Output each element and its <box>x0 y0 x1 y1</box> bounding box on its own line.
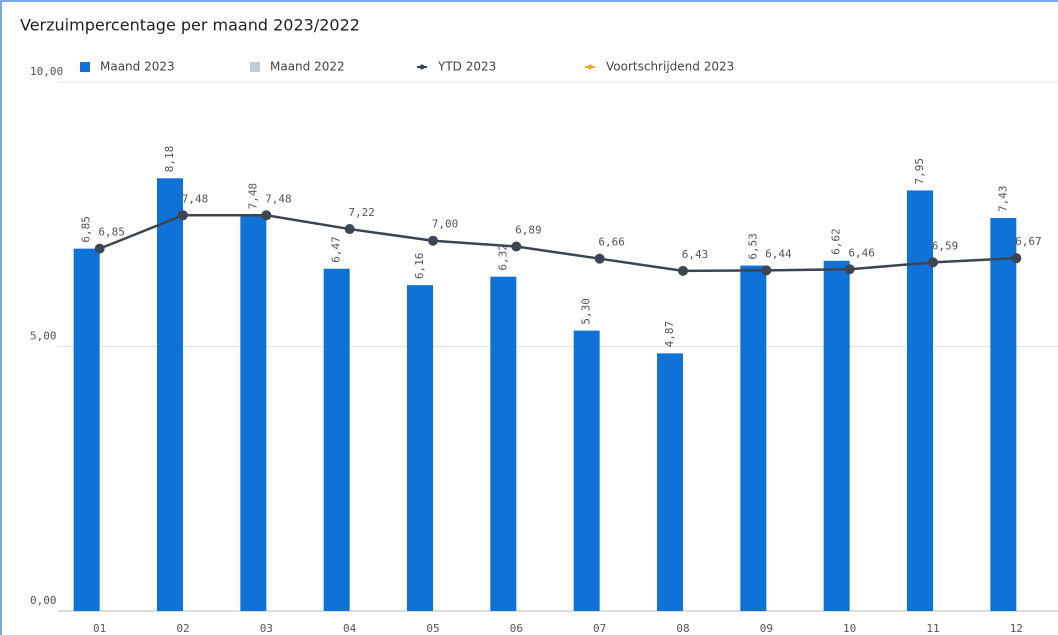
legend-label: Maand 2023 <box>100 60 175 74</box>
chart-title: Verzuimpercentage per maand 2023/2022 <box>20 16 360 35</box>
data-label: 6,43 <box>682 248 709 261</box>
line-point <box>761 265 772 276</box>
data-label: 6,16 <box>413 253 426 280</box>
data-label: 6,44 <box>765 247 792 260</box>
data-label: 6,66 <box>598 236 625 249</box>
x-tick-label: 09 <box>760 622 773 635</box>
line-point <box>344 224 355 235</box>
x-tick-label: 05 <box>426 622 439 635</box>
bar <box>240 215 267 612</box>
legend-swatch <box>419 64 425 70</box>
data-label: 6,89 <box>515 224 542 237</box>
bar <box>740 265 767 611</box>
data-label: 7,95 <box>913 158 926 185</box>
data-label: 8,18 <box>163 146 176 173</box>
x-tick-label: 10 <box>843 622 856 635</box>
x-tick-label: 04 <box>343 622 357 635</box>
line-point <box>178 210 188 221</box>
line-point <box>261 210 272 221</box>
line-point <box>928 257 938 268</box>
bar <box>657 353 683 611</box>
x-tick-label: 03 <box>260 622 273 635</box>
line <box>99 214 1017 273</box>
data-label: 5,30 <box>580 298 593 325</box>
bar <box>990 217 1017 611</box>
line-point <box>428 235 438 246</box>
x-tick-label: 06 <box>510 622 523 635</box>
line-point <box>844 264 855 275</box>
line-point <box>94 243 105 254</box>
legend-label: YTD 2023 <box>437 60 496 74</box>
data-label: 6,85 <box>80 216 93 243</box>
bar <box>323 268 350 611</box>
bar <box>407 285 433 611</box>
bar <box>907 190 933 611</box>
data-label: 6,85 <box>98 226 125 239</box>
legend-label: Maand 2022 <box>270 60 345 74</box>
x-tick-label: 12 <box>1010 622 1023 635</box>
y-tick-label: 10,00 <box>30 65 63 78</box>
y-tick-label: 5,00 <box>30 330 57 343</box>
data-label: 6,67 <box>1015 235 1042 248</box>
data-label: 7,43 <box>996 185 1009 211</box>
data-label: 6,62 <box>830 228 843 255</box>
bar <box>823 260 850 611</box>
data-label: 7,00 <box>432 218 459 231</box>
line-point <box>594 253 605 264</box>
data-label: 7,22 <box>348 206 375 219</box>
bar <box>573 330 600 611</box>
bar <box>157 178 183 611</box>
legend-swatch <box>80 62 90 72</box>
data-label: 7,48 <box>265 192 292 205</box>
x-tick-label: 11 <box>926 622 939 635</box>
data-label: 6,32 <box>496 244 509 271</box>
line-point <box>678 265 688 276</box>
x-tick-label: 08 <box>676 622 689 635</box>
legend-label: Voortschrijdend 2023 <box>606 60 734 74</box>
bar <box>490 276 517 611</box>
x-tick-label: 07 <box>593 622 606 635</box>
data-label: 7,48 <box>246 183 259 209</box>
data-label: 6,46 <box>848 246 875 259</box>
y-tick-label: 0,00 <box>30 594 57 607</box>
line-point <box>511 241 522 252</box>
line-point <box>1011 253 1022 264</box>
data-label: 4,87 <box>663 321 676 348</box>
x-tick-label: 02 <box>176 622 189 635</box>
legend-swatch <box>250 62 260 72</box>
data-label: 6,53 <box>746 233 759 260</box>
data-label: 7,48 <box>182 192 209 205</box>
x-tick-label: 01 <box>93 622 106 635</box>
legend-swatch <box>587 64 593 70</box>
data-label: 6,47 <box>330 236 343 263</box>
bar <box>73 248 100 611</box>
data-label: 6,59 <box>932 239 959 252</box>
